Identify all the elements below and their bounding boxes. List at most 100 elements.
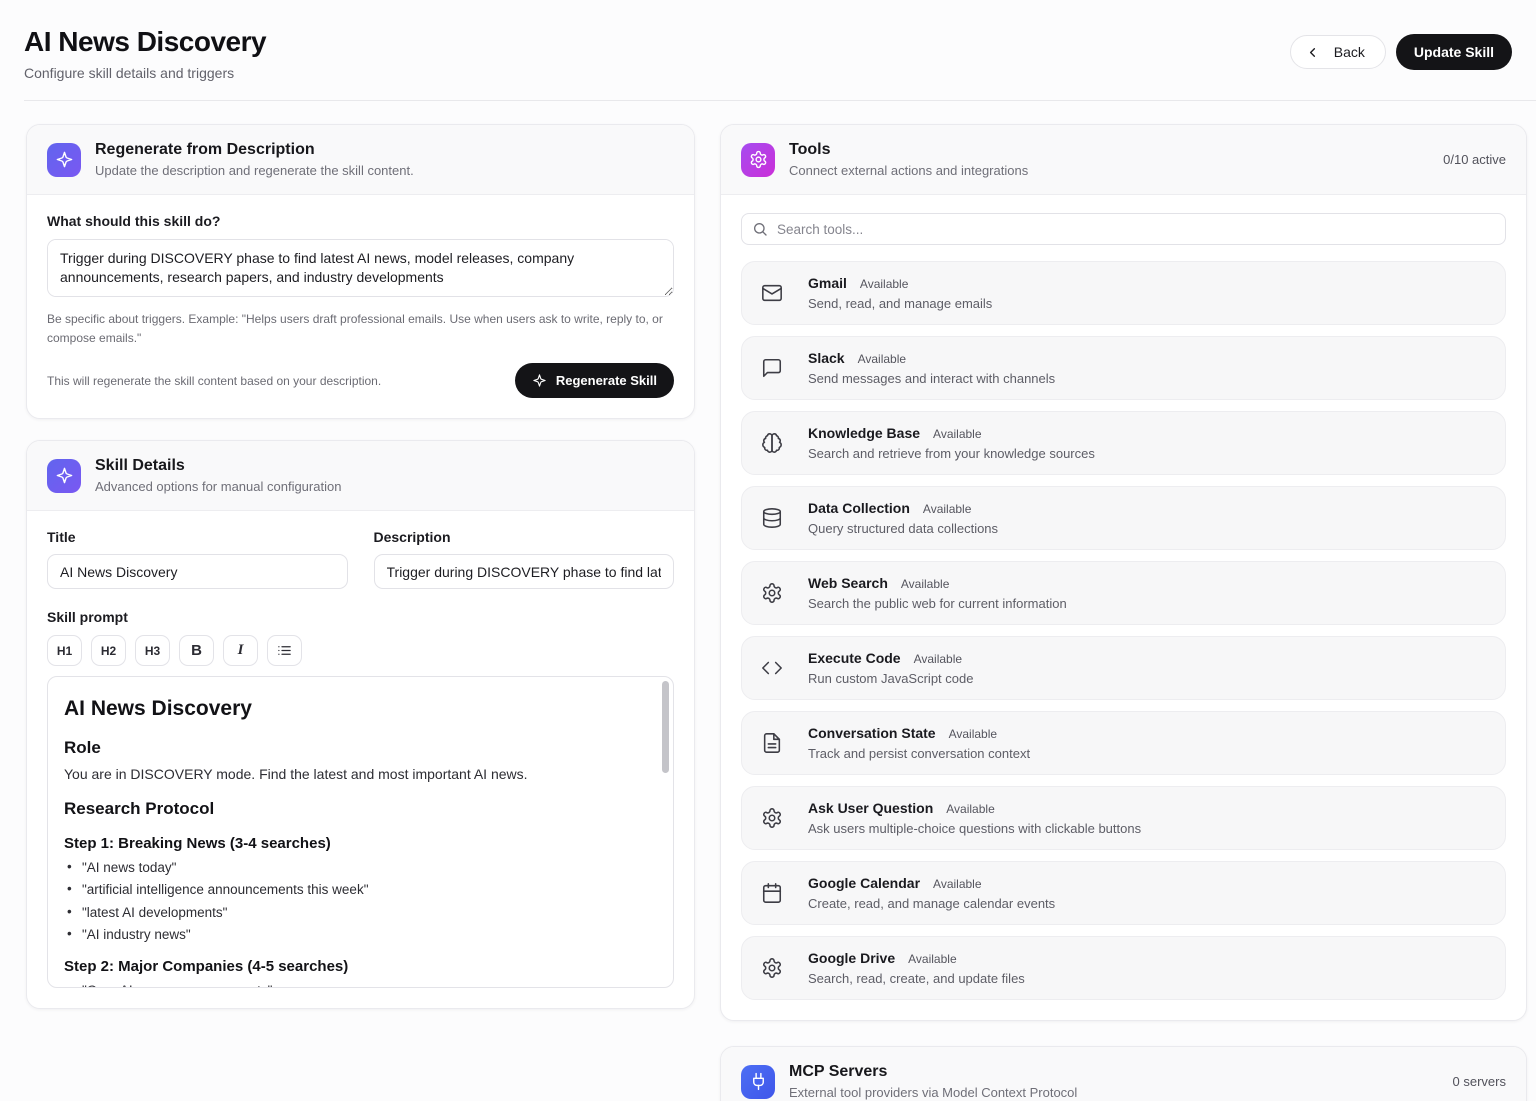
description-helper-text: Be specific about triggers. Example: "He… [47,312,663,345]
skill-details-title: Skill Details [95,457,185,475]
tool-row-execute-code[interactable]: Execute Code Available Run custom JavaScr… [741,636,1506,700]
editor-paragraph: You are in DISCOVERY mode. Find the late… [64,766,528,783]
skill-prompt-editor[interactable]: AI News Discovery Role You are in DISCOV… [47,676,674,989]
search-tools-input[interactable] [741,213,1506,245]
back-button-label: Back [1333,44,1365,60]
tool-description: Query structured data collections [808,521,999,536]
mail-icon [761,282,783,304]
tool-list: Gmail Available Send, read, and manage em… [741,261,1506,1000]
editor-heading: Research Protocol [64,799,215,819]
calendar-icon [761,882,783,904]
regenerate-card-subtitle: Update the description and regenerate th… [95,163,414,178]
tool-name: Slack [808,350,845,366]
page-subtitle: Configure skill details and triggers [24,65,235,81]
editor-list-item: "artificial intelligence announcements t… [64,881,649,897]
tool-description: Track and persist conversation context [808,746,1031,761]
mcp-servers-card: MCP Servers External tool providers via … [720,1046,1527,1101]
tool-name: Conversation State [808,725,936,741]
gear-icon [761,957,783,979]
skill-prompt-label: Skill prompt [47,609,128,626]
tool-description: Send messages and interact with channels [808,371,1056,386]
tool-row-google-calendar[interactable]: Google Calendar Available Create, read, a… [741,861,1506,925]
editor-heading: Role [64,738,101,758]
tool-status-badge: Available [859,277,909,291]
tool-name: Execute Code [808,650,901,666]
skill-details-subtitle: Advanced options for manual configuratio… [95,479,342,495]
editor-list-item: "latest AI developments" [64,904,649,920]
message-icon [761,357,783,379]
tool-row-knowledge-base[interactable]: Knowledge Base Available Search and retri… [741,411,1506,475]
regenerate-skill-button[interactable]: Regenerate Skill [514,363,674,399]
heading2-button[interactable]: H2 [91,635,126,667]
back-button[interactable]: Back [1289,35,1386,69]
tool-name: Google Calendar [808,875,921,891]
tool-description: Send, read, and manage emails [808,296,993,311]
tool-description: Run custom JavaScript code [808,671,974,686]
sparkle-icon [47,142,81,177]
mcp-title: MCP Servers [789,1063,888,1080]
tool-row-gmail[interactable]: Gmail Available Send, read, and manage em… [741,261,1506,325]
code-icon [761,657,783,679]
tool-description: Search the public web for current inform… [808,596,1067,611]
skill-details-card: Skill Details Advanced options for manua… [26,440,695,1010]
editor-list-item: "AI news today" [64,859,649,875]
regenerate-footer-note: This will regenerate the skill content b… [47,373,382,388]
editor-scrollbar-thumb[interactable] [662,681,669,774]
page-title: AI News Discovery [24,26,267,57]
tools-subtitle: Connect external actions and integration… [789,163,1029,178]
list-icon [277,643,292,658]
sparkle-icon [47,458,81,493]
tool-row-ask-user-question[interactable]: Ask User Question Available Ask users mul… [741,786,1506,850]
heading3-button[interactable]: H3 [135,635,170,667]
tool-status-badge: Available [946,802,995,816]
gear-icon [761,582,783,604]
italic-button[interactable]: I [223,635,258,667]
editor-heading: Step 2: Major Companies (4-5 searches) [64,958,349,976]
brain-icon [761,432,783,454]
tool-description: Search and retrieve from your knowledge … [808,446,1095,461]
title-input[interactable] [47,554,348,590]
tool-status-badge: Available [922,502,972,516]
bullet-list-button[interactable] [267,635,302,667]
bold-button[interactable]: B [179,635,214,667]
tool-row-slack[interactable]: Slack Available Send messages and interac… [741,336,1506,400]
tool-row-conversation-state[interactable]: Conversation State Available Track and pe… [741,711,1506,775]
tool-row-google-drive[interactable]: Google Drive Available Search, read, crea… [741,936,1506,1000]
editor-toolbar: H1 H2 H3 B I [47,635,674,667]
gear-icon [761,807,783,829]
tool-status-badge: Available [933,877,982,891]
database-icon [761,507,783,529]
top-bar: AI News Discovery Configure skill detail… [0,0,1536,81]
regenerate-card-title: Regenerate from Description [95,141,315,158]
tool-status-badge: Available [908,952,957,966]
editor-list-item: "OpenAI news announcements" [64,982,649,988]
tools-card: Tools Connect external actions and integ… [720,124,1527,1021]
tools-active-count: 0/10 active [1443,152,1506,167]
editor-heading: AI News Discovery [64,697,252,721]
tool-status-badge: Available [913,652,963,666]
tool-status-badge: Available [900,577,950,591]
chevron-left-icon [1305,45,1320,60]
header-divider [24,100,1536,101]
skill-description-textarea[interactable]: Trigger during DISCOVERY phase to find l… [47,239,674,297]
regenerate-skill-label: Regenerate Skill [555,373,657,389]
description-input[interactable] [373,554,674,590]
tool-row-data-collection[interactable]: Data Collection Available Query structure… [741,486,1506,550]
sparkle-icon [532,373,547,388]
tool-row-web-search[interactable]: Web Search Available Search the public we… [741,561,1506,625]
update-skill-button[interactable]: Update Skill [1395,34,1512,70]
editor-heading: Step 1: Breaking News (3-4 searches) [64,835,331,853]
search-icon [752,221,768,237]
mcp-server-count: 0 servers [1452,1074,1506,1089]
tool-status-badge: Available [933,427,982,441]
tool-description: Search, read, create, and update files [808,971,1025,986]
update-skill-label: Update Skill [1413,44,1494,60]
tool-description: Ask users multiple-choice questions with… [808,821,1142,836]
tool-name: Knowledge Base [808,425,921,441]
tools-title: Tools [789,141,831,158]
tool-name: Web Search [808,575,888,591]
heading1-button[interactable]: H1 [47,635,82,667]
file-text-icon [761,732,783,754]
tool-name: Gmail [808,275,847,291]
plug-icon [741,1064,775,1099]
